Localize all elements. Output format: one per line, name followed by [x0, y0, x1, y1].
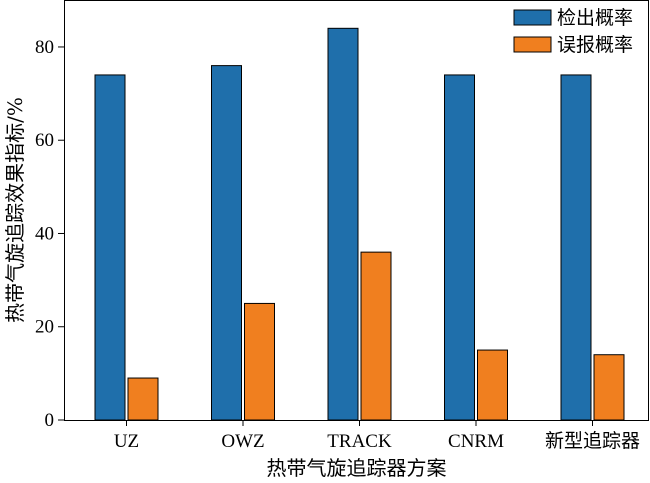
- x-tick-label: 新型追踪器: [545, 430, 640, 452]
- bar-detection-4: [560, 74, 592, 421]
- x-axis-title: 热带气旋追踪器方案: [267, 456, 447, 480]
- x-tick-label: UZ: [114, 431, 139, 452]
- y-tick-label: 20: [35, 317, 54, 338]
- bar-detection-3: [444, 74, 475, 421]
- bar-detection-1: [211, 65, 242, 421]
- bar-false-alarm-2: [360, 251, 392, 421]
- y-tick-label: 80: [35, 37, 54, 58]
- bar-false-alarm-0: [127, 377, 159, 421]
- bar-detection-0: [94, 74, 126, 421]
- legend-label-0: 检出概率: [557, 7, 633, 29]
- legend-label-1: 误报概率: [557, 34, 633, 56]
- legend-swatch-0: [513, 9, 552, 26]
- bar-false-alarm-3: [477, 349, 508, 421]
- x-tick-label: CNRM: [448, 431, 504, 452]
- plot-frame: [64, 0, 649, 421]
- bar-detection-2: [327, 27, 359, 421]
- y-tick-label: 40: [35, 223, 54, 244]
- x-tick-label: TRACK: [327, 431, 392, 452]
- bars-layer: [94, 27, 625, 421]
- y-tick-label: 60: [35, 130, 54, 151]
- y-axis: 0 20 40 60 80: [35, 37, 64, 431]
- legend-swatch-1: [513, 36, 552, 53]
- x-tick-label: OWZ: [221, 431, 264, 452]
- y-axis-title: 热带气旋追踪效果指标/%: [3, 97, 27, 323]
- x-axis: UZ OWZ TRACK CNRM 新型追踪器: [114, 420, 640, 452]
- bar-false-alarm-1: [244, 302, 275, 421]
- bar-false-alarm-4: [593, 354, 625, 421]
- y-tick-label: 0: [45, 410, 55, 431]
